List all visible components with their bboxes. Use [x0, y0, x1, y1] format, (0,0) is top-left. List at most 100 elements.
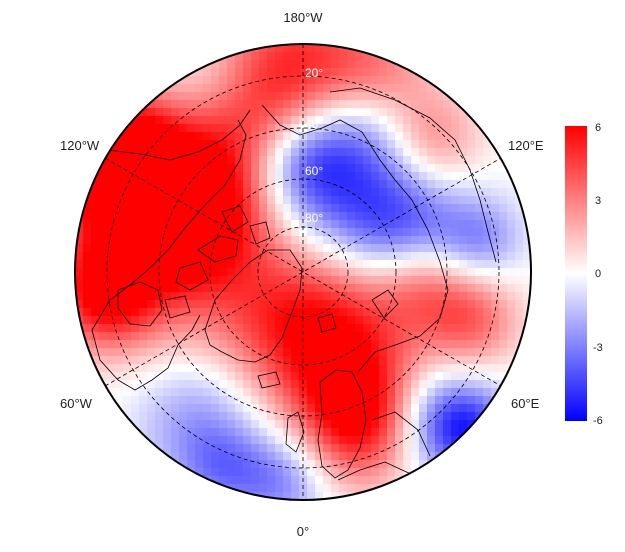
field-cell — [267, 292, 276, 301]
field-cell — [243, 380, 252, 389]
field-cell — [427, 132, 436, 141]
field-cell — [219, 204, 228, 213]
field-cell — [83, 308, 92, 317]
field-cell — [411, 388, 420, 397]
field-cell — [427, 380, 436, 389]
field-cell — [251, 92, 260, 101]
field-cell — [251, 244, 260, 253]
field-cell — [211, 84, 220, 93]
field-cell — [323, 172, 332, 181]
field-cell — [299, 276, 308, 285]
field-cell — [211, 460, 220, 469]
field-cell — [435, 108, 444, 117]
lat-label-60: 60° — [305, 164, 323, 178]
field-cell — [139, 204, 148, 213]
field-cell — [411, 412, 420, 421]
field-cell — [291, 292, 300, 301]
field-cell — [131, 324, 140, 333]
field-cell — [507, 292, 516, 301]
field-cell — [323, 76, 332, 85]
field-cell — [155, 236, 164, 245]
field-cell — [475, 260, 484, 269]
field-cell — [155, 340, 164, 349]
field-cell — [195, 428, 204, 437]
field-cell — [355, 460, 364, 469]
field-cell — [467, 252, 476, 261]
field-cell — [259, 180, 268, 189]
field-cell — [155, 428, 164, 437]
field-cell — [203, 236, 212, 245]
field-cell — [171, 108, 180, 117]
field-cell — [259, 388, 268, 397]
field-cell — [507, 308, 516, 317]
field-cell — [267, 276, 276, 285]
field-cell — [179, 340, 188, 349]
field-cell — [219, 476, 228, 485]
field-cell — [163, 412, 172, 421]
field-cell — [339, 468, 348, 477]
field-cell — [123, 300, 132, 309]
field-cell — [323, 332, 332, 341]
field-cell — [211, 196, 220, 205]
field-cell — [451, 100, 460, 109]
field-cell — [139, 332, 148, 341]
field-cell — [171, 372, 180, 381]
field-cell — [283, 156, 292, 165]
coast-novaya-zemlya — [371, 289, 399, 319]
field-cell — [171, 204, 180, 213]
field-cell — [315, 292, 324, 301]
field-cell — [387, 428, 396, 437]
field-cell — [203, 348, 212, 357]
field-cell — [171, 84, 180, 93]
field-cell — [379, 444, 388, 453]
field-cell — [515, 356, 524, 365]
field-cell — [251, 444, 260, 453]
field-cell — [323, 156, 332, 165]
field-cell — [403, 300, 412, 309]
field-cell — [331, 332, 340, 341]
field-cell — [171, 284, 180, 293]
field-cell — [395, 388, 404, 397]
field-cell — [195, 356, 204, 365]
field-cell — [347, 92, 356, 101]
field-cell — [227, 452, 236, 461]
field-cell — [299, 220, 308, 229]
field-cell — [275, 332, 284, 341]
field-cell — [499, 164, 508, 173]
field-cell — [363, 76, 372, 85]
field-cell — [499, 188, 508, 197]
field-cell — [283, 180, 292, 189]
field-cell — [219, 116, 228, 125]
field-cell — [115, 140, 124, 149]
field-cell — [395, 92, 404, 101]
field-cell — [211, 188, 220, 197]
field-cell — [251, 316, 260, 325]
field-cell — [475, 284, 484, 293]
field-cell — [307, 260, 316, 269]
field-cell — [283, 380, 292, 389]
field-cell — [419, 388, 428, 397]
field-cell — [411, 260, 420, 269]
field-cell — [371, 324, 380, 333]
field-cell — [363, 52, 372, 61]
field-cell — [211, 108, 220, 117]
field-cell — [171, 188, 180, 197]
field-cell — [347, 324, 356, 333]
field-cell — [355, 388, 364, 397]
field-cell — [363, 444, 372, 453]
field-cell — [283, 116, 292, 125]
field-cell — [283, 460, 292, 469]
field-cell — [443, 276, 452, 285]
field-cell — [259, 460, 268, 469]
field-cell — [347, 276, 356, 285]
field-cell — [347, 404, 356, 413]
field-cell — [123, 372, 132, 381]
field-cell — [323, 476, 332, 485]
field-cell — [307, 468, 316, 477]
field-cell — [259, 52, 268, 61]
field-cell — [187, 388, 196, 397]
field-cell — [115, 244, 124, 253]
field-cell — [291, 204, 300, 213]
field-cell — [251, 212, 260, 221]
